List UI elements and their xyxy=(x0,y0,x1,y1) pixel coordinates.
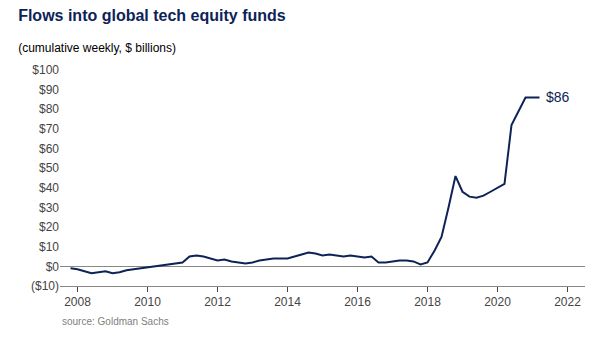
svg-text:$100: $100 xyxy=(32,63,59,77)
svg-text:$90: $90 xyxy=(39,83,59,97)
svg-text:2016: 2016 xyxy=(344,295,371,309)
svg-text:$10: $10 xyxy=(39,240,59,254)
svg-text:$86: $86 xyxy=(546,89,570,105)
svg-text:$60: $60 xyxy=(39,142,59,156)
svg-text:$70: $70 xyxy=(39,122,59,136)
svg-text:Flows into global tech equity: Flows into global tech equity funds xyxy=(18,7,286,24)
svg-text:source: Goldman Sachs: source: Goldman Sachs xyxy=(62,316,169,327)
svg-text:2020: 2020 xyxy=(484,295,511,309)
svg-text:$40: $40 xyxy=(39,181,59,195)
svg-text:$0: $0 xyxy=(46,260,60,274)
svg-text:($10): ($10) xyxy=(31,279,59,293)
svg-text:2010: 2010 xyxy=(134,295,161,309)
svg-text:2022: 2022 xyxy=(554,295,581,309)
svg-text:$30: $30 xyxy=(39,201,59,215)
svg-text:$80: $80 xyxy=(39,102,59,116)
svg-text:(cumulative weekly, $ billions: (cumulative weekly, $ billions) xyxy=(18,41,176,55)
svg-text:$50: $50 xyxy=(39,161,59,175)
svg-text:2014: 2014 xyxy=(274,295,301,309)
svg-text:2012: 2012 xyxy=(204,295,231,309)
svg-text:2008: 2008 xyxy=(64,295,91,309)
svg-text:$20: $20 xyxy=(39,220,59,234)
svg-text:2018: 2018 xyxy=(414,295,441,309)
